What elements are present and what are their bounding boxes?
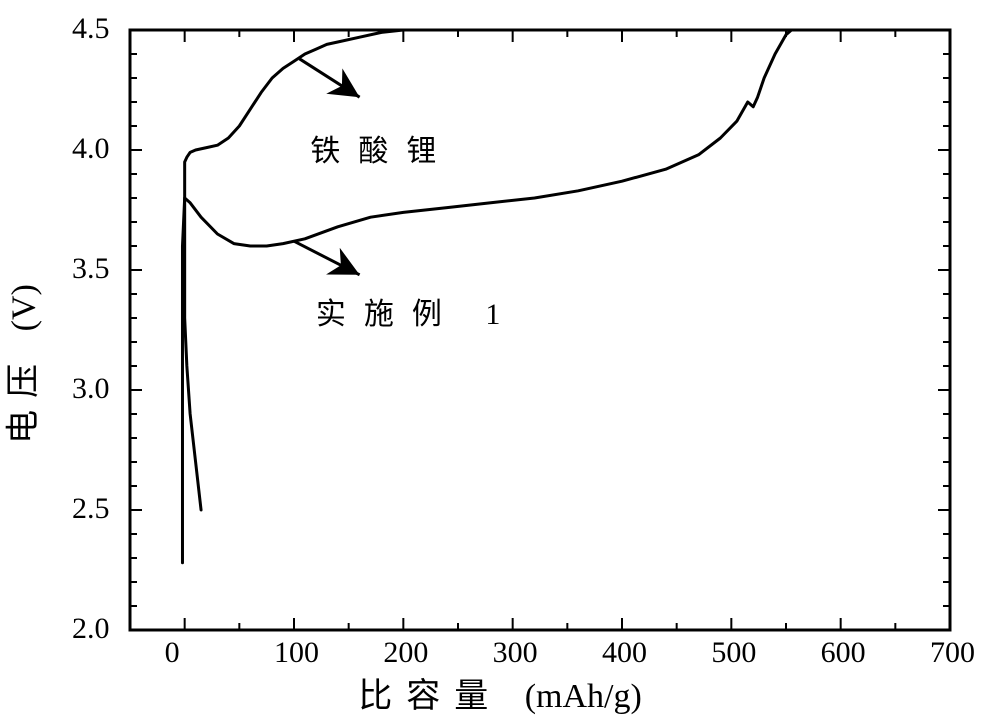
chart-svg [0, 0, 1000, 727]
x-label-unit: (mAh/g) [525, 678, 642, 715]
x-tick-label: 400 [602, 636, 647, 670]
y-label-unit: (V) [6, 284, 43, 331]
x-tick-label: 200 [383, 636, 428, 670]
y-tick-label: 2.5 [72, 492, 110, 526]
y-tick-label: 3.0 [72, 372, 110, 406]
x-tick-label: 700 [930, 636, 975, 670]
y-tick-label: 3.5 [72, 252, 110, 286]
x-axis-label: 比容量 (mAh/g) [358, 668, 642, 717]
x-tick-label: 500 [711, 636, 756, 670]
series-label-example-1: 实施例 1 [316, 289, 519, 333]
series-label-lithium-ferrite: 铁酸锂 [310, 126, 454, 170]
x-tick-label: 600 [821, 636, 866, 670]
y-tick-label: 2.0 [72, 612, 110, 646]
x-tick-label: 100 [274, 636, 319, 670]
x-tick-label: 300 [493, 636, 538, 670]
y-axis-label: 电压 (V) [0, 284, 45, 444]
x-tick-label: 0 [165, 636, 180, 670]
chart-figure: 电压 (V) 比容量 (mAh/g) 0 100 200 300 400 500 600 70… [0, 0, 1000, 727]
y-tick-label: 4.0 [72, 132, 110, 166]
y-label-text: 电压 [6, 351, 43, 443]
y-tick-label: 4.5 [72, 12, 110, 46]
x-label-text: 比容量 [358, 678, 502, 715]
